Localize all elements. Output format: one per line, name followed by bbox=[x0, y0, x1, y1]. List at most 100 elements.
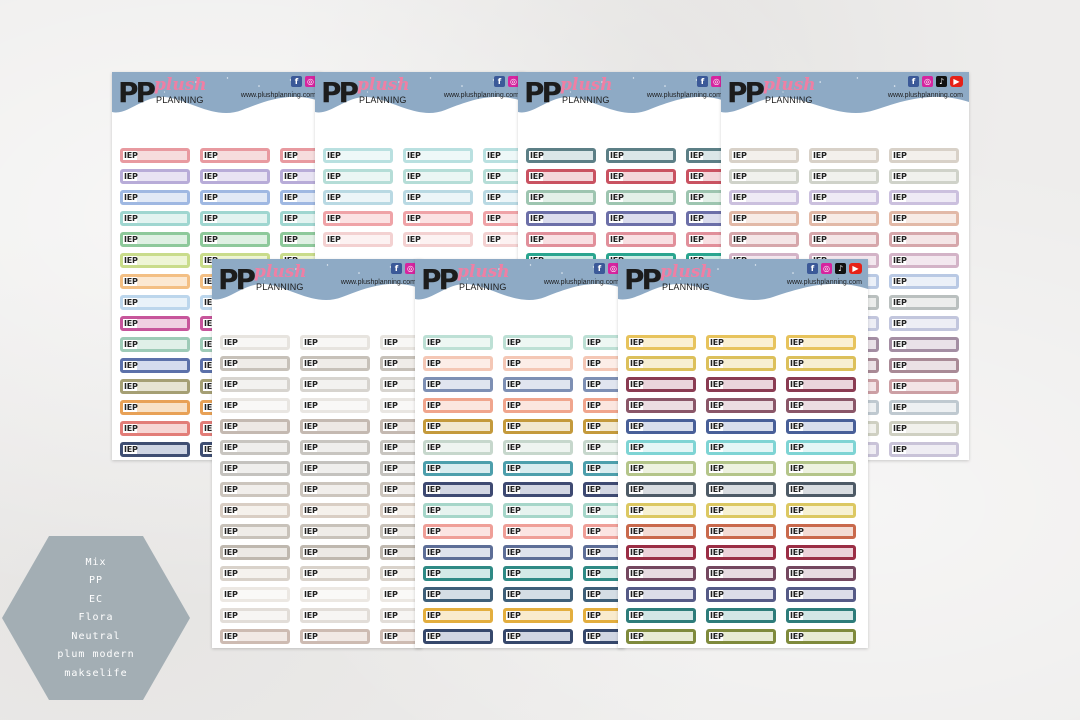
sticker-tab bbox=[529, 235, 543, 244]
sticker-text: IEP bbox=[427, 338, 441, 347]
sticker-column: IEP IEP IEP IEP IEP IEP bbox=[526, 148, 596, 268]
sticker-text: IEP bbox=[790, 611, 804, 620]
sticker-tab bbox=[629, 611, 643, 620]
sticker-text: IEP bbox=[630, 443, 644, 452]
social-icons: f ◎ ♪ ▶ bbox=[908, 76, 963, 87]
sticker-tab bbox=[203, 424, 217, 433]
sticker-text: IEP bbox=[124, 256, 138, 265]
iep-sticker-label: IEP bbox=[120, 379, 190, 394]
iep-sticker-label: IEP bbox=[380, 461, 422, 476]
iep-sticker-label: IEP bbox=[220, 608, 290, 623]
sheet-header-band bbox=[315, 72, 525, 136]
iep-sticker-label: IEP bbox=[706, 608, 776, 623]
sticker-tab bbox=[629, 506, 643, 515]
sticker-text: IEP bbox=[710, 632, 724, 641]
sticker-text: IEP bbox=[204, 277, 218, 286]
sticker-text: IEP bbox=[124, 235, 138, 244]
iep-sticker-label: IEP bbox=[503, 356, 573, 371]
iep-sticker-label: IEP bbox=[809, 148, 879, 163]
iep-sticker-label: IEP bbox=[583, 356, 625, 371]
sticker-tab bbox=[689, 151, 703, 160]
sticker-text: IEP bbox=[507, 569, 521, 578]
iep-sticker-label: IEP bbox=[403, 169, 473, 184]
logo-caps-text: PLANNING bbox=[662, 282, 710, 292]
logo-script-text: plush bbox=[154, 75, 207, 95]
sticker-text: IEP bbox=[610, 235, 624, 244]
sticker-tab bbox=[732, 214, 746, 223]
sticker-text: IEP bbox=[893, 235, 907, 244]
sticker-text: IEP bbox=[790, 401, 804, 410]
iep-sticker-label: IEP bbox=[729, 148, 799, 163]
iep-sticker-label: IEP bbox=[200, 232, 270, 247]
sticker-text: IEP bbox=[507, 485, 521, 494]
iep-sticker-label: IEP bbox=[423, 503, 493, 518]
iep-sticker-label: IEP bbox=[606, 169, 676, 184]
sticker-tab bbox=[709, 380, 723, 389]
sticker-tab bbox=[383, 611, 397, 620]
iep-sticker-label: IEP bbox=[729, 190, 799, 205]
website-url: www.plushplanning.com bbox=[646, 92, 722, 99]
sticker-text: IEP bbox=[124, 298, 138, 307]
sticker-text: IEP bbox=[610, 151, 624, 160]
sticker-text: IEP bbox=[224, 590, 238, 599]
sticker-text: IEP bbox=[507, 506, 521, 515]
iep-sticker-label: IEP bbox=[503, 566, 573, 581]
sticker-text: IEP bbox=[384, 443, 398, 452]
sticker-text: IEP bbox=[407, 151, 421, 160]
sticker-tab bbox=[486, 214, 500, 223]
sticker-text: IEP bbox=[384, 527, 398, 536]
iep-sticker-label: IEP bbox=[583, 398, 625, 413]
facebook-icon: f bbox=[697, 76, 708, 87]
sticker-tab bbox=[709, 464, 723, 473]
sticker-tab bbox=[709, 590, 723, 599]
sticker-text: IEP bbox=[893, 382, 907, 391]
iep-sticker-label: IEP bbox=[503, 419, 573, 434]
iep-sticker-label: IEP bbox=[323, 190, 393, 205]
sticker-text: IEP bbox=[284, 151, 298, 160]
iep-sticker-label: IEP bbox=[220, 524, 290, 539]
sticker-tab bbox=[586, 506, 600, 515]
sticker-grid: IEP IEP IEP IEP IEP IEP IEP IEP IEP IEP … bbox=[626, 335, 856, 644]
sticker-tab bbox=[892, 277, 906, 286]
instagram-icon: ◎ bbox=[922, 76, 933, 87]
sticker-tab bbox=[629, 422, 643, 431]
iep-sticker-label: IEP bbox=[423, 545, 493, 560]
logo-caps-text: PLANNING bbox=[765, 95, 813, 105]
iep-sticker-label: IEP bbox=[786, 356, 856, 371]
sticker-tab bbox=[586, 422, 600, 431]
iep-sticker-label: IEP bbox=[503, 335, 573, 350]
sticker-tab bbox=[789, 401, 803, 410]
logo-script-text: plush bbox=[660, 262, 713, 282]
iep-sticker-label: IEP bbox=[686, 169, 728, 184]
sticker-text: IEP bbox=[427, 380, 441, 389]
sticker-tab bbox=[203, 256, 217, 265]
sticker-text: IEP bbox=[224, 443, 238, 452]
sticker-tab bbox=[203, 214, 217, 223]
tiktok-icon: ♪ bbox=[936, 76, 947, 87]
sticker-tab bbox=[383, 548, 397, 557]
sticker-text: IEP bbox=[507, 611, 521, 620]
sticker-tab bbox=[406, 151, 420, 160]
sticker-text: IEP bbox=[224, 338, 238, 347]
sticker-text: IEP bbox=[284, 193, 298, 202]
collection-name: Neutral bbox=[71, 630, 121, 642]
iep-sticker-label: IEP bbox=[583, 419, 625, 434]
sticker-grid: IEP IEP IEP IEP IEP IEP IEP IEP IEP IEP … bbox=[423, 335, 625, 644]
sticker-text: IEP bbox=[587, 359, 601, 368]
iep-sticker-label: IEP bbox=[380, 587, 422, 602]
sticker-tab bbox=[789, 590, 803, 599]
sticker-text: IEP bbox=[587, 527, 601, 536]
sticker-tab bbox=[709, 548, 723, 557]
iep-sticker-label: IEP bbox=[809, 211, 879, 226]
sticker-tab bbox=[383, 359, 397, 368]
sticker-text: IEP bbox=[427, 443, 441, 452]
sticker-tab bbox=[426, 443, 440, 452]
sticker-text: IEP bbox=[710, 611, 724, 620]
sticker-text: IEP bbox=[710, 590, 724, 599]
sticker-tab bbox=[892, 193, 906, 202]
iep-sticker-label: IEP bbox=[889, 169, 959, 184]
iep-sticker-label: IEP bbox=[889, 211, 959, 226]
sticker-text: IEP bbox=[893, 298, 907, 307]
sticker-text: IEP bbox=[204, 403, 218, 412]
iep-sticker-label: IEP bbox=[583, 503, 625, 518]
